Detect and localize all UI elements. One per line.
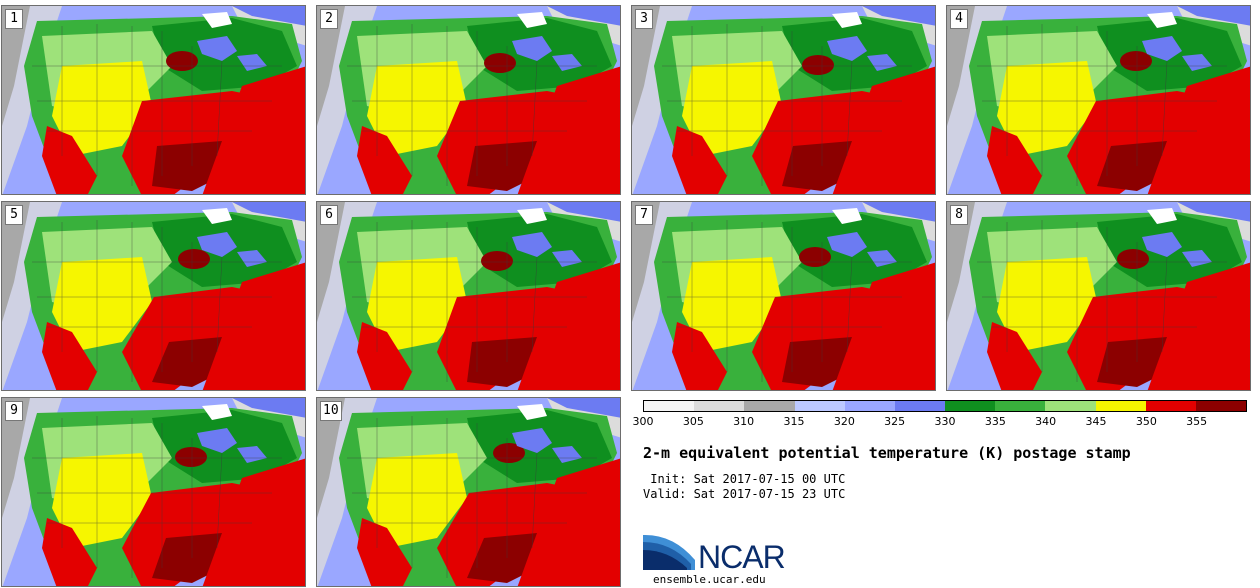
colorbar-segment <box>744 401 795 411</box>
colorbar-segment <box>995 401 1046 411</box>
theta-e-map <box>947 202 1250 390</box>
map-panel-1: 1 <box>1 5 306 195</box>
theta-e-map <box>317 398 620 586</box>
map-panel-8: 8 <box>946 201 1251 391</box>
ncar-logo-text: NCAR <box>698 539 786 575</box>
colorbar-segment <box>1095 401 1146 411</box>
colorbar-segment <box>1045 401 1096 411</box>
member-number-label: 8 <box>950 205 968 225</box>
theta-e-map <box>317 6 620 194</box>
colorbar-tick-label: 320 <box>833 415 855 428</box>
map-panel-9: 9 <box>1 397 306 587</box>
colorbar-segment <box>844 401 895 411</box>
colorbar-tick-label: 335 <box>984 415 1006 428</box>
member-number-label: 6 <box>320 205 338 225</box>
colorbar-tick-label: 315 <box>783 415 805 428</box>
member-number-label: 5 <box>5 205 23 225</box>
colorbar-tick-label: 350 <box>1135 415 1157 428</box>
member-number-label: 1 <box>5 9 23 29</box>
colorbar-segment <box>794 401 845 411</box>
colorbar-tick-label: 300 <box>632 415 654 428</box>
theta-e-map <box>632 6 935 194</box>
colorbar-tick-label: 340 <box>1035 415 1057 428</box>
map-panel-3: 3 <box>631 5 936 195</box>
map-panel-5: 5 <box>1 201 306 391</box>
member-number-label: 3 <box>635 9 653 29</box>
theta-e-map <box>317 202 620 390</box>
map-panel-2: 2 <box>316 5 621 195</box>
theta-e-map <box>2 398 305 586</box>
map-panel-6: 6 <box>316 201 621 391</box>
colorbar-segment <box>1145 401 1196 411</box>
ensemble-url: ensemble.ucar.edu <box>653 573 766 586</box>
map-panel-7: 7 <box>631 201 936 391</box>
colorbar-segment <box>894 401 946 411</box>
member-number-label: 4 <box>950 9 968 29</box>
member-number-label: 7 <box>635 205 653 225</box>
map-panel-4: 4 <box>946 5 1251 195</box>
colorbar-tick-label: 355 <box>1186 415 1208 428</box>
colorbar-tick-label: 345 <box>1085 415 1107 428</box>
colorbar-tick-label: 310 <box>733 415 755 428</box>
colorbar-segment <box>1195 401 1247 411</box>
colorbar-segment <box>945 401 996 411</box>
theta-e-map <box>2 202 305 390</box>
colorbar-tick-label: 325 <box>884 415 906 428</box>
colorbar-tick-label: 330 <box>934 415 956 428</box>
init-time: Init: Sat 2017-07-15 00 UTC <box>643 472 846 486</box>
ncar-logo-icon <box>643 534 695 570</box>
member-number-label: 9 <box>5 401 23 421</box>
colorbar-segment <box>644 401 695 411</box>
valid-time: Valid: Sat 2017-07-15 23 UTC <box>643 487 846 501</box>
colorbar-tick-label: 305 <box>682 415 704 428</box>
map-panel-10: 10 <box>316 397 621 587</box>
theta-e-map <box>947 6 1250 194</box>
colorbar <box>643 400 1247 412</box>
member-number-label: 10 <box>320 401 342 421</box>
member-number-label: 2 <box>320 9 338 29</box>
figure-title: 2-m equivalent potential temperature (K)… <box>643 444 1131 462</box>
theta-e-map <box>632 202 935 390</box>
theta-e-map <box>2 6 305 194</box>
colorbar-segment <box>694 401 745 411</box>
